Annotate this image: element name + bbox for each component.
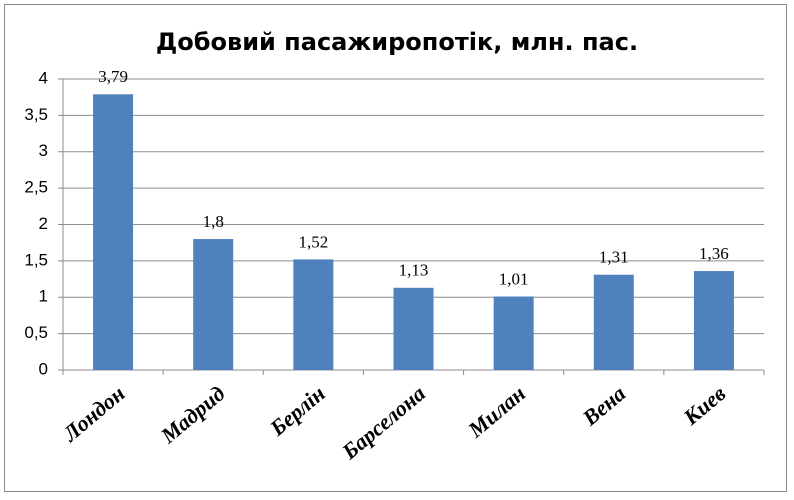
- value-label: 3,79: [98, 67, 128, 86]
- chart-border: [4, 4, 787, 492]
- bar: [293, 259, 334, 370]
- y-tick-label: 4: [39, 68, 48, 87]
- y-tick-label: 1: [39, 287, 48, 306]
- y-tick-label: 3,5: [24, 105, 48, 124]
- y-tick-label: 3: [39, 141, 48, 160]
- value-label: 1,8: [203, 212, 224, 231]
- chart-title: Добовий пасажиропотік, млн. пас.: [156, 28, 638, 56]
- bar: [593, 274, 634, 370]
- bar: [493, 296, 534, 370]
- bar: [693, 271, 734, 370]
- bar: [93, 94, 134, 370]
- value-label: 1,31: [599, 248, 629, 267]
- value-label: 1,36: [699, 244, 729, 263]
- y-tick-label: 0: [39, 359, 48, 378]
- value-label: 1,01: [499, 269, 529, 288]
- y-tick-label: 0,5: [24, 323, 48, 342]
- y-tick-label: 2,5: [24, 178, 48, 197]
- y-tick-label: 2: [39, 214, 48, 233]
- bar: [393, 287, 434, 370]
- bar: [193, 239, 234, 370]
- y-tick-label: 1,5: [24, 250, 48, 269]
- value-label: 1,52: [298, 232, 328, 251]
- value-label: 1,13: [399, 261, 429, 280]
